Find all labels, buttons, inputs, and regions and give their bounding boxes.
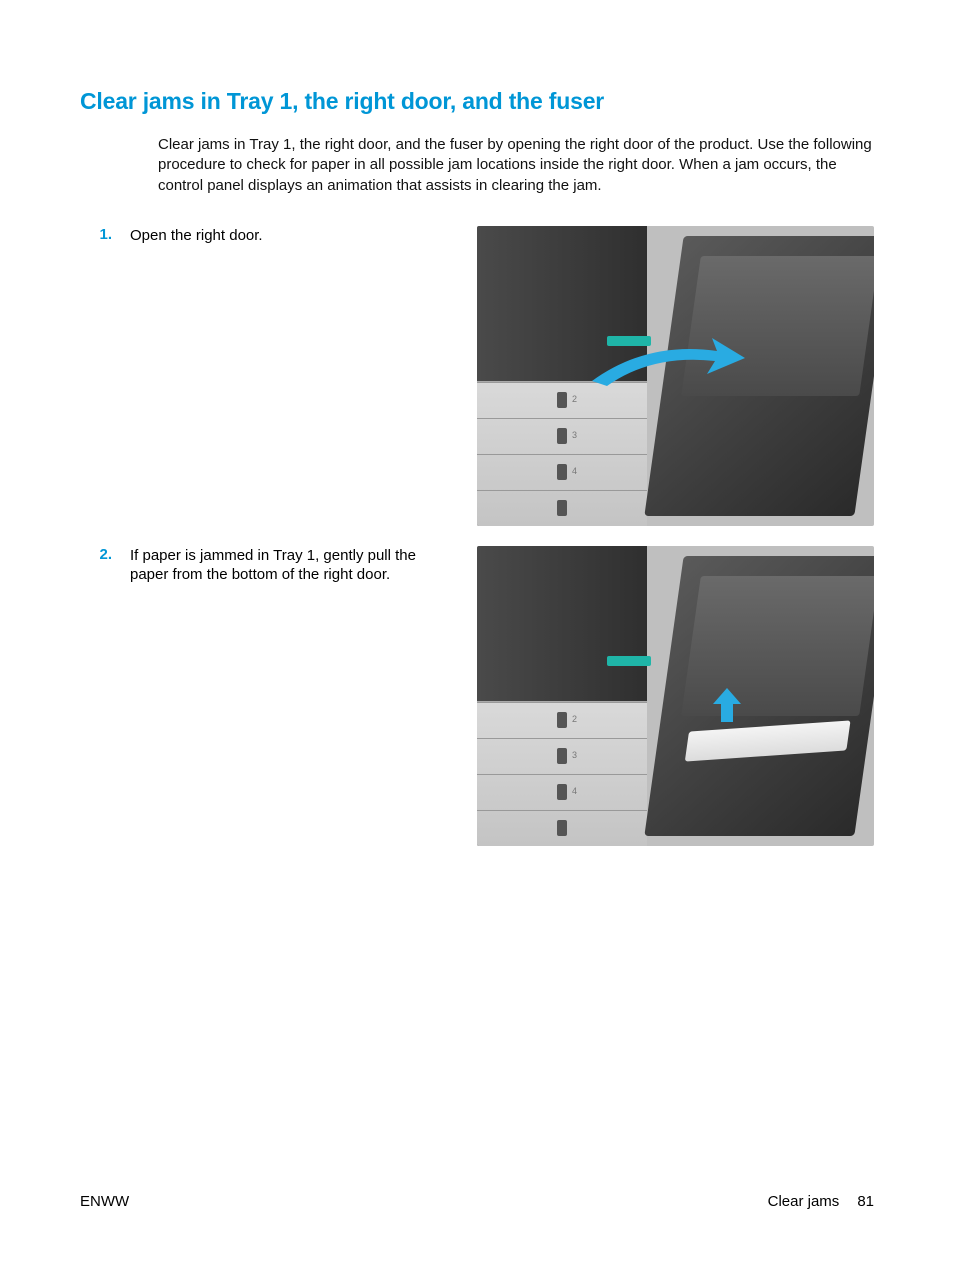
tray-handle-graphic <box>557 820 567 836</box>
footer-section: Clear jams <box>768 1193 840 1210</box>
step-left-col: 2. If paper is jammed in Tray 1, gently … <box>80 546 477 585</box>
step-row: 2. If paper is jammed in Tray 1, gently … <box>80 546 874 846</box>
tray-label: 4 <box>572 786 577 796</box>
step-illustration: 2 3 4 <box>477 546 874 846</box>
footer-left: ENWW <box>80 1193 129 1210</box>
tray-handle-graphic <box>557 748 567 764</box>
tray-handle-graphic <box>557 392 567 408</box>
tray-label: 2 <box>572 394 577 404</box>
step-number: 2. <box>80 546 130 585</box>
page-footer: ENWW Clear jams 81 <box>80 1193 874 1210</box>
tray-handle-graphic <box>557 428 567 444</box>
tray-label: 4 <box>572 466 577 476</box>
printer-door-graphic <box>644 556 874 836</box>
step-illustration: 2 3 4 <box>477 226 874 526</box>
step-left-col: 1. Open the right door. <box>80 226 477 246</box>
step-text: If paper is jammed in Tray 1, gently pul… <box>130 546 477 585</box>
tray-handle-graphic <box>557 500 567 516</box>
intro-paragraph: Clear jams in Tray 1, the right door, an… <box>158 135 874 196</box>
step-number: 1. <box>80 226 130 246</box>
tray-label: 2 <box>572 714 577 724</box>
up-arrow-icon <box>707 686 747 726</box>
footer-right: Clear jams 81 <box>768 1193 874 1210</box>
step-row: 1. Open the right door. 2 3 4 <box>80 226 874 526</box>
footer-page-number: 81 <box>857 1193 874 1210</box>
tray-label: 3 <box>572 750 577 760</box>
teal-accent-graphic <box>607 656 651 666</box>
tray-label: 3 <box>572 430 577 440</box>
tray-handle-graphic <box>557 712 567 728</box>
tray-handle-graphic <box>557 464 567 480</box>
section-heading: Clear jams in Tray 1, the right door, an… <box>80 88 874 115</box>
document-page: Clear jams in Tray 1, the right door, an… <box>0 0 954 1270</box>
jammed-paper-graphic <box>685 720 851 761</box>
printer-trays-graphic: 2 3 4 <box>477 701 647 846</box>
step-text: Open the right door. <box>130 226 283 246</box>
printer-trays-graphic: 2 3 4 <box>477 381 647 526</box>
tray-handle-graphic <box>557 784 567 800</box>
swoosh-arrow-icon <box>587 336 747 396</box>
